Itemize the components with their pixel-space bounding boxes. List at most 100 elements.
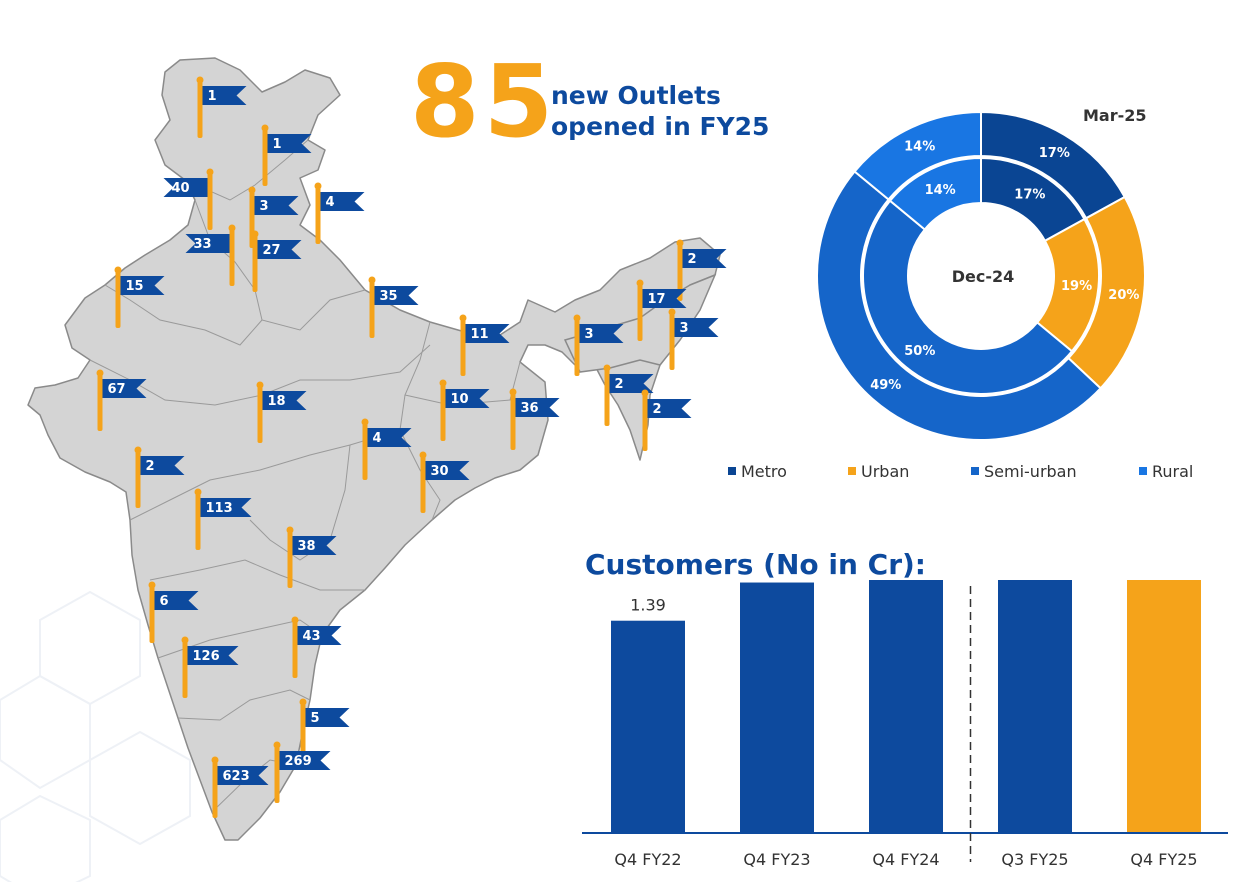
flag-pole-knob bbox=[361, 418, 369, 426]
flag-banner bbox=[609, 374, 654, 393]
flag-pole-knob bbox=[228, 224, 236, 232]
flag-banner bbox=[120, 276, 165, 295]
flag-pole-knob bbox=[676, 239, 684, 247]
flag-pole bbox=[262, 128, 268, 186]
donut-slice-mar-25-semi-urban bbox=[816, 170, 1102, 441]
legend-label-rural: Rural bbox=[1152, 462, 1194, 481]
outlet-flag-puducherry: 5 bbox=[299, 698, 350, 760]
flag-pole-knob bbox=[603, 364, 611, 372]
donut-slice-dec-24-semi-urban bbox=[862, 199, 1074, 395]
flag-pole-knob bbox=[419, 451, 427, 459]
flag-pole-knob bbox=[148, 581, 156, 589]
donut-slice-mar-25-rural bbox=[853, 110, 982, 201]
flag-value: 43 bbox=[303, 629, 321, 644]
flag-pole bbox=[315, 186, 321, 244]
flag-banner bbox=[187, 646, 239, 665]
flag-pole bbox=[369, 280, 375, 338]
flag-banner bbox=[292, 536, 337, 555]
flag-pole-knob bbox=[194, 488, 202, 496]
flag-pole-knob bbox=[641, 389, 649, 397]
flag-banner bbox=[267, 134, 312, 153]
flag-pole bbox=[197, 80, 203, 138]
flag-banner bbox=[217, 766, 269, 785]
flag-banner bbox=[279, 751, 331, 770]
legend-label-urban: Urban bbox=[861, 462, 910, 481]
flag-value: 10 bbox=[451, 392, 469, 407]
outlet-flag-andhra: 43 bbox=[291, 616, 342, 678]
flag-pole-knob bbox=[439, 379, 447, 387]
flag-value: 18 bbox=[268, 394, 286, 409]
bar-value-label: 1.39 bbox=[630, 596, 666, 615]
flag-pole bbox=[362, 422, 368, 480]
new-outlets-count: 85 bbox=[410, 43, 558, 160]
outlet-flag-jk: 1 bbox=[196, 76, 247, 138]
bar-category-label: Q4 FY25 bbox=[1130, 850, 1197, 869]
flag-pole bbox=[604, 368, 610, 426]
flag-pole bbox=[300, 702, 306, 760]
flag-banner bbox=[254, 196, 299, 215]
flag-value: 126 bbox=[193, 649, 220, 664]
segment-donut-chart: 17% 20% 49% 14% 17% 19% 50% 14% Dec-24 bbox=[816, 110, 1146, 441]
donut-slice-label: 20% bbox=[1108, 288, 1139, 303]
flag-value: 6 bbox=[160, 594, 169, 609]
donut-slice-label: 14% bbox=[925, 183, 956, 198]
donut-slice-label: 19% bbox=[1061, 279, 1092, 294]
outlet-flag-meghalaya: 3 bbox=[573, 314, 624, 376]
flag-pole bbox=[252, 234, 258, 292]
flag-value: 3 bbox=[585, 327, 594, 342]
flag-pole-knob bbox=[251, 230, 259, 238]
flag-banner bbox=[297, 626, 342, 645]
outlet-flag-manipur: 2 bbox=[603, 364, 654, 426]
flag-value: 2 bbox=[615, 377, 624, 392]
donut-slice-label: 50% bbox=[904, 344, 935, 359]
flag-pole bbox=[460, 318, 466, 376]
flag-pole-knob bbox=[134, 446, 142, 454]
flag-banner bbox=[257, 240, 302, 259]
bar-q4-fy23 bbox=[740, 582, 814, 833]
outlet-flag-maharashtra: 113 bbox=[194, 488, 252, 550]
flag-pole-knob bbox=[248, 186, 256, 194]
legend-swatch-semi-urban bbox=[971, 467, 979, 475]
flag-pole bbox=[420, 455, 426, 513]
outlet-flag-daman: 2 bbox=[134, 446, 185, 508]
flag-pole-knob bbox=[196, 76, 204, 84]
outlet-flag-arunachal: 2 bbox=[676, 239, 727, 301]
outlet-flag-karnataka: 126 bbox=[181, 636, 239, 698]
flag-value: 33 bbox=[194, 237, 212, 252]
flag-value: 67 bbox=[108, 382, 126, 397]
outlet-flag-up: 35 bbox=[368, 276, 419, 338]
flag-pole-knob bbox=[299, 698, 307, 706]
flag-value: 2 bbox=[146, 459, 155, 474]
outlet-flag-nagaland: 3 bbox=[668, 308, 719, 370]
flag-banner bbox=[262, 391, 307, 410]
flag-value: 2 bbox=[653, 402, 662, 417]
flag-banner bbox=[140, 456, 185, 475]
flag-pole bbox=[115, 270, 121, 328]
outlet-flag-uttarakhand: 4 bbox=[314, 182, 365, 244]
outlet-flag-punjab: 40 bbox=[163, 168, 214, 230]
donut-legend: Metro Urban Semi-urban Rural bbox=[728, 462, 1228, 484]
flag-pole-knob bbox=[291, 616, 299, 624]
flag-banner bbox=[642, 289, 687, 308]
donut-outer-ring-label: Mar-25 bbox=[1083, 106, 1147, 125]
flag-banner bbox=[682, 249, 727, 268]
flag-banner bbox=[163, 178, 208, 197]
flag-pole bbox=[229, 228, 235, 286]
bar-category-label: Q4 FY24 bbox=[872, 850, 939, 869]
flag-pole-knob bbox=[96, 369, 104, 377]
flag-pole-knob bbox=[368, 276, 376, 284]
outlet-flag-haryana: 33 bbox=[185, 224, 236, 286]
legend-swatch-urban bbox=[848, 467, 856, 475]
flag-pole bbox=[287, 530, 293, 588]
flag-pole bbox=[510, 392, 516, 450]
flag-pole bbox=[677, 243, 683, 301]
india-outline bbox=[27, 57, 721, 841]
donut-slice-label: 17% bbox=[1039, 146, 1070, 161]
bar-category-label: Q4 FY23 bbox=[743, 850, 810, 869]
legend-item-rural: Rural bbox=[1139, 462, 1193, 481]
flag-value: 15 bbox=[126, 279, 144, 294]
outlet-flag-mizoram: 2 bbox=[641, 389, 692, 451]
outlet-flag-jharkhand: 10 bbox=[439, 379, 490, 441]
flag-pole-knob bbox=[459, 314, 467, 322]
legend-item-urban: Urban bbox=[848, 462, 909, 481]
